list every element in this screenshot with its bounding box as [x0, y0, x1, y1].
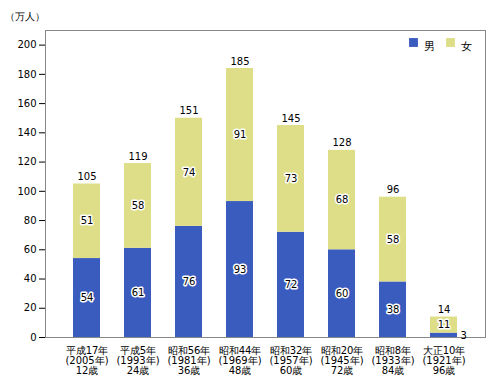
svg-text:74: 74 [183, 167, 196, 178]
svg-text:80: 80 [24, 215, 37, 226]
svg-text:38: 38 [387, 304, 400, 315]
svg-text:0: 0 [30, 332, 36, 343]
svg-text:60: 60 [24, 244, 37, 255]
svg-text:51: 51 [81, 215, 94, 226]
svg-text:128: 128 [332, 137, 351, 148]
svg-text:58: 58 [387, 234, 400, 245]
svg-text:20: 20 [24, 302, 37, 313]
svg-text:昭和32年(1957年)60歳: 昭和32年(1957年)60歳 [269, 345, 312, 376]
svg-text:60: 60 [336, 288, 349, 299]
svg-text:昭和20年(1945年)72歳: 昭和20年(1945年)72歳 [320, 345, 363, 376]
svg-text:男: 男 [424, 40, 435, 53]
svg-text:119: 119 [128, 151, 147, 162]
svg-text:185: 185 [230, 56, 249, 67]
svg-text:11: 11 [438, 319, 451, 330]
svg-text:昭和44年(1969年)48歳: 昭和44年(1969年)48歳 [218, 345, 261, 376]
svg-text:昭和8年(1933年)84歳: 昭和8年(1933年)84歳 [371, 345, 414, 376]
svg-text:14: 14 [438, 304, 451, 315]
svg-text:91: 91 [234, 129, 247, 140]
svg-text:76: 76 [183, 276, 196, 287]
svg-text:40: 40 [24, 273, 37, 284]
svg-text:140: 140 [17, 127, 36, 138]
svg-text:180: 180 [17, 69, 36, 80]
svg-text:61: 61 [132, 287, 145, 298]
svg-text:昭和56年(1981年)36歳: 昭和56年(1981年)36歳 [167, 345, 210, 376]
svg-text:105: 105 [77, 171, 96, 182]
svg-text:大正10年(1921年)96歳: 大正10年(1921年)96歳 [422, 345, 465, 376]
svg-text:73: 73 [285, 173, 298, 184]
svg-text:160: 160 [17, 98, 36, 109]
svg-text:93: 93 [234, 264, 247, 275]
svg-text:平成17年(2005年)12歳: 平成17年(2005年)12歳 [65, 345, 108, 376]
svg-text:58: 58 [132, 200, 145, 211]
svg-text:68: 68 [336, 194, 349, 205]
svg-text:145: 145 [281, 113, 300, 124]
svg-text:100: 100 [17, 186, 36, 197]
svg-text:96: 96 [387, 184, 400, 195]
svg-text:平成5年(1993年)24歳: 平成5年(1993年)24歳 [116, 345, 159, 376]
svg-text:200: 200 [17, 39, 36, 50]
svg-text:54: 54 [81, 292, 94, 303]
svg-text:（万人）: （万人） [5, 11, 45, 22]
svg-text:3: 3 [460, 330, 466, 341]
svg-text:151: 151 [179, 105, 198, 116]
svg-text:女: 女 [461, 40, 472, 53]
svg-text:72: 72 [285, 279, 298, 290]
svg-text:120: 120 [17, 156, 36, 167]
